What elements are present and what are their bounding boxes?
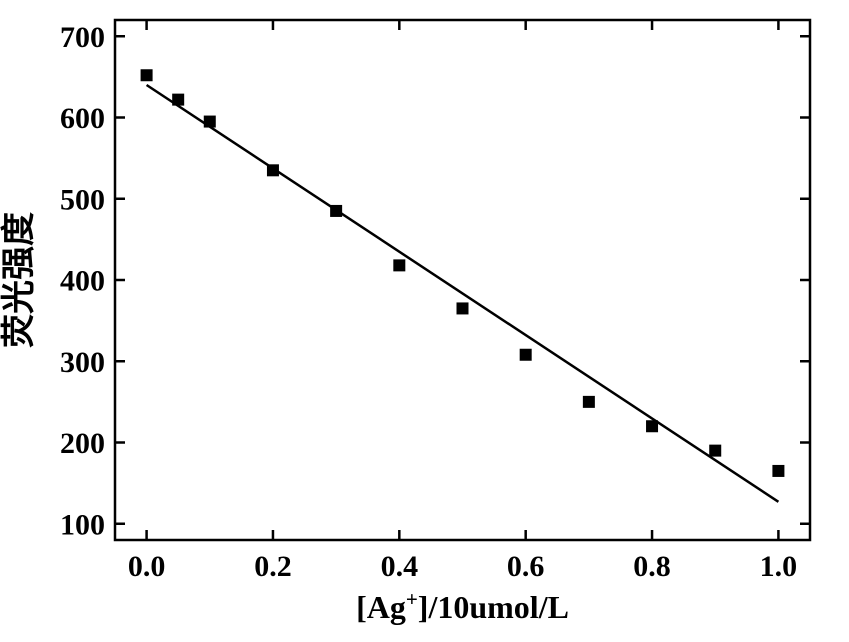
- x-tick-label: 1.0: [760, 550, 798, 583]
- data-point: [772, 465, 784, 477]
- chart-container: 0.0 0.2 0.4 0.6 0.8 1.0 100 200 300 400 500 600 700 荧…: [0, 0, 849, 642]
- scatter-chart: 0.0 0.2 0.4 0.6 0.8 1.0 100 200 300 400 500 600 700 荧…: [0, 0, 849, 642]
- y-tick-label: 600: [60, 102, 105, 135]
- data-point: [583, 396, 595, 408]
- x-tick-label: 0.8: [633, 550, 671, 583]
- x-tick-label: 0.2: [254, 550, 292, 583]
- y-tick-label: 200: [60, 427, 105, 460]
- data-point: [393, 259, 405, 271]
- data-point: [709, 445, 721, 457]
- data-point: [141, 69, 153, 81]
- data-point: [204, 116, 216, 128]
- x-tick-label: 0.6: [507, 550, 545, 583]
- x-tick-label: 0.4: [381, 550, 419, 583]
- x-tick-label: 0.0: [128, 550, 166, 583]
- y-tick-label: 300: [60, 346, 105, 379]
- y-tick-label: 500: [60, 183, 105, 216]
- data-point: [646, 420, 658, 432]
- data-point: [520, 349, 532, 361]
- x-axis-label: [Ag+]/10umol/L: [356, 587, 569, 625]
- y-tick-label: 100: [60, 508, 105, 541]
- data-point: [457, 302, 469, 314]
- chart-bg: [0, 0, 849, 642]
- data-point: [267, 164, 279, 176]
- y-tick-label: 400: [60, 265, 105, 298]
- y-axis-label: 荧光强度: [0, 212, 38, 348]
- data-point: [172, 94, 184, 106]
- y-tick-label: 700: [60, 21, 105, 54]
- data-point: [330, 205, 342, 217]
